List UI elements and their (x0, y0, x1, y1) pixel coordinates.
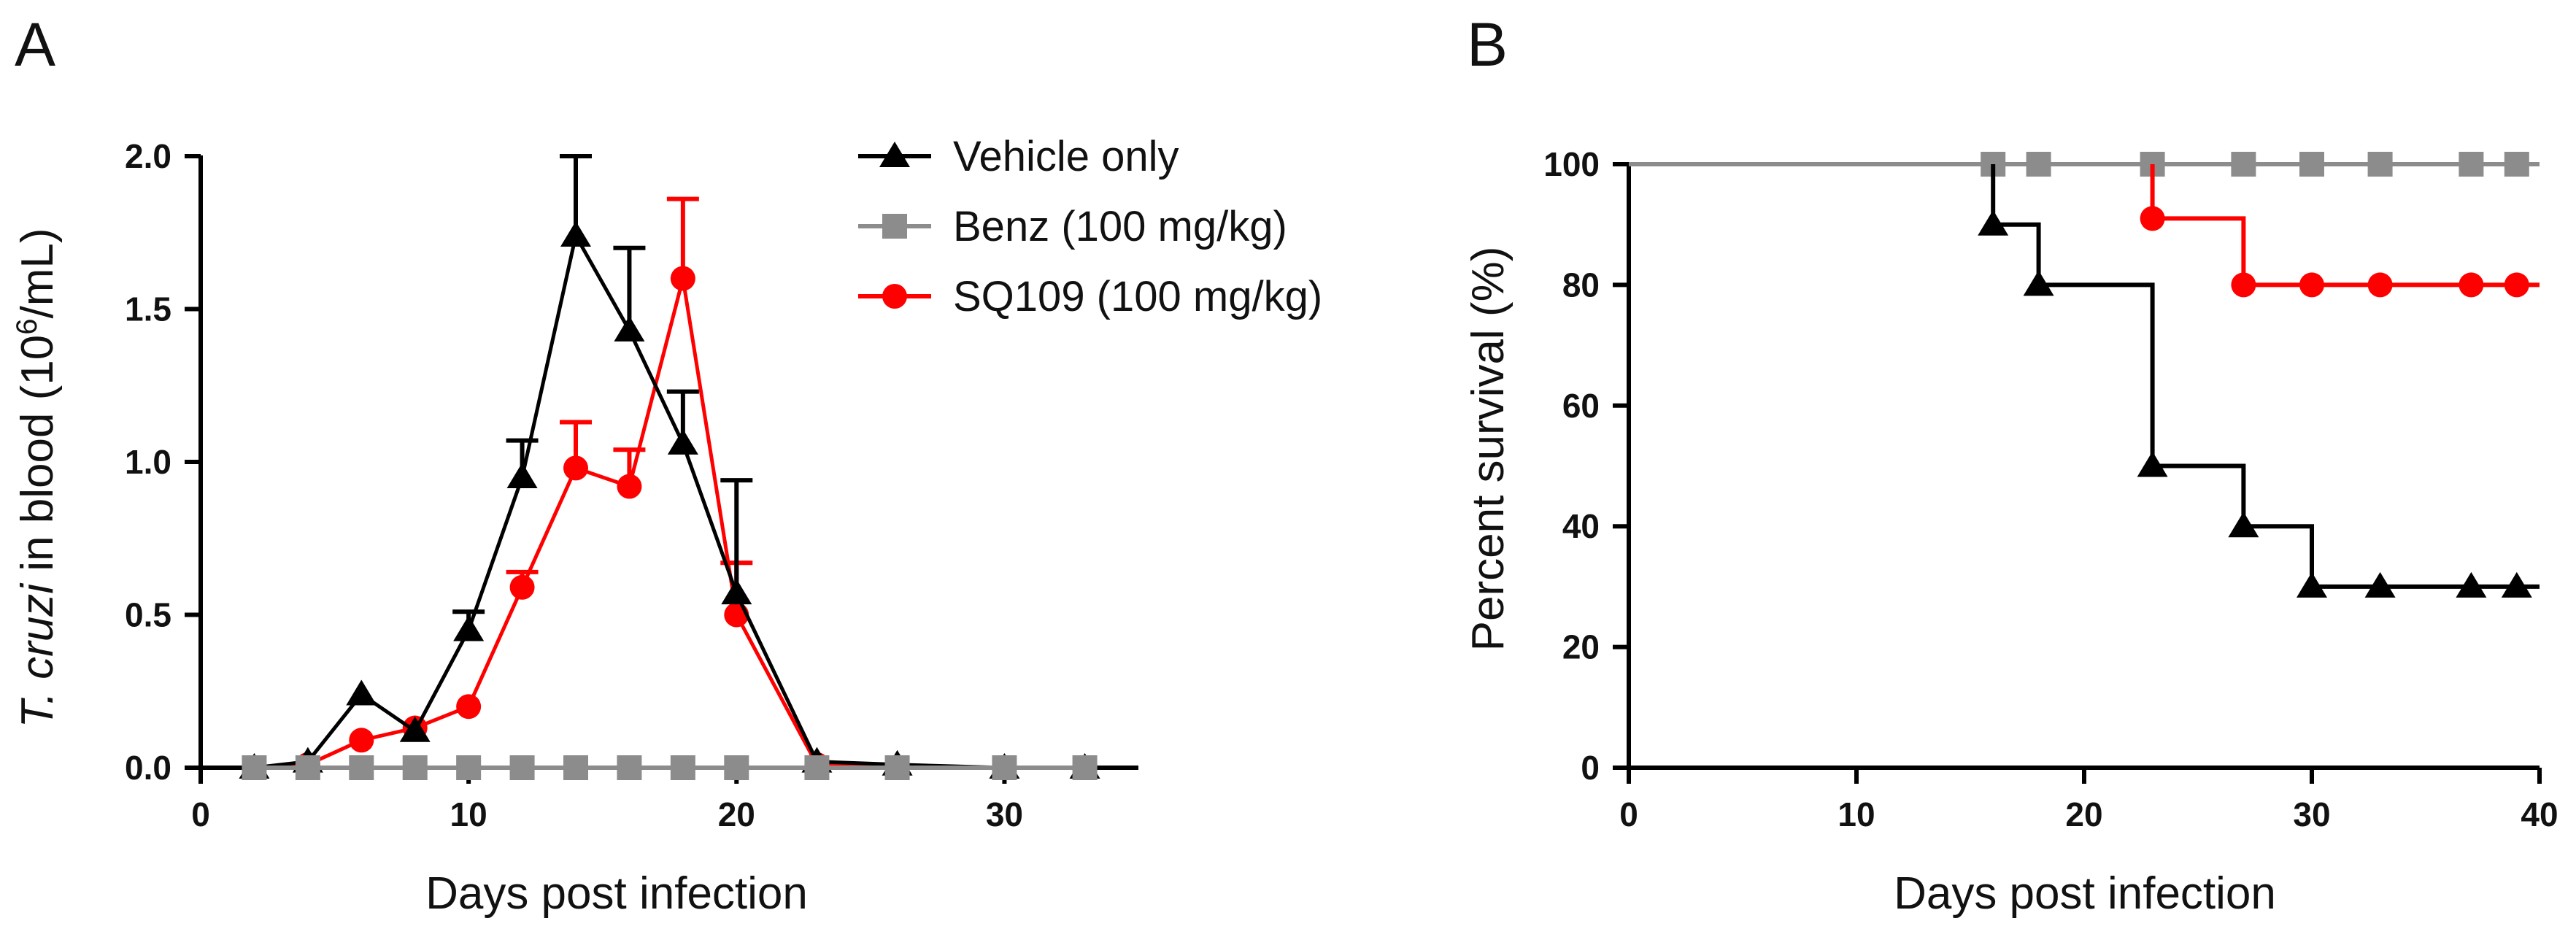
panel-a-benz-point (670, 755, 695, 780)
panel-a-vehicle-point (721, 579, 752, 605)
panel-b-sq109-censor-mark (2140, 206, 2165, 231)
panel-a-y-tick-label: 2.0 (125, 137, 171, 175)
panel-b-sq109-step-line (2150, 164, 2540, 288)
panel-a-y-label-tail: /mL) (12, 228, 63, 318)
panel-a-y-label-italic: T. cruzi (12, 582, 63, 728)
panel-b-x-tick-label: 20 (2065, 795, 2102, 833)
panel-a-benz-point (242, 755, 267, 780)
panel-a-sq109-point (456, 694, 482, 720)
panel-b-vehicle-censor-mark (2297, 571, 2327, 598)
panel-b-x-axis-label: Days post infection (1894, 868, 2276, 919)
panel-b-vehicle-censor-mark (2023, 270, 2054, 296)
panel-a-benz-point (509, 755, 535, 780)
panel-a-sq109-point (617, 474, 642, 499)
panel-b-vehicle-censor-mark (2137, 451, 2168, 477)
panel-a-y-tick-label: 1.5 (125, 290, 171, 328)
panel-b-label: B (1467, 10, 1508, 79)
panel-a-vehicle-point (614, 315, 645, 342)
panel-b-benz-censor-mark (2231, 152, 2256, 177)
panel-a-vehicle-point (560, 220, 591, 247)
panel-a-x-tick-label: 10 (450, 795, 487, 833)
panel-a-vehicle-point (506, 462, 538, 488)
panel-a-benz-point (884, 755, 910, 780)
panel-b-x-tick-label: 30 (2293, 795, 2330, 833)
panel-b-y-tick-label: 0 (1581, 749, 1600, 787)
panel-a-benz-point (295, 755, 320, 780)
panel-a-benz-point (992, 755, 1017, 780)
panel-b-y-tick-label: 100 (1543, 145, 1600, 183)
panel-a-y-axis-label: T. cruzi in blood (106/mL) (11, 228, 63, 728)
panel-a-legend: Vehicle only Benz (100 mg/kg) SQ109 (100 m… (858, 133, 1322, 320)
panel-a-benz-point (563, 755, 588, 780)
panel-a-sq109-point (563, 455, 588, 481)
panel-a-benz-point (617, 755, 642, 780)
panel-b-sq109-censor-mark (2459, 272, 2484, 298)
panel-a-sq109-point (349, 728, 374, 753)
panel-b-sq109-censor-mark (2231, 272, 2256, 298)
panel-b-y-tick-label: 80 (1562, 266, 1600, 304)
legend-vehicle-label: Vehicle only (953, 133, 1179, 180)
panel-b-sq109-censor-mark (2367, 272, 2393, 298)
panel-a-y-tick-label: 0.0 (125, 749, 171, 787)
panel-b-benz-censor-mark (2504, 152, 2529, 177)
panel-a-benz-point (456, 755, 482, 780)
legend-benz-marker (882, 214, 907, 239)
panel-b-vehicle-censor-mark (2228, 512, 2259, 538)
panel-b-benz-censor-mark (2367, 152, 2393, 177)
legend-vehicle-marker (879, 142, 910, 167)
panel-b-benz-censor-mark (2299, 152, 2324, 177)
panel-b-y-tick-label: 40 (1562, 507, 1600, 545)
panel-a-sq109-line (254, 277, 1085, 770)
panel-b-chart: B 0 20 40 60 80 100 0 10 20 30 40 Days post infect… (1463, 10, 2558, 919)
panel-a-benz-point (402, 755, 428, 780)
panel-b-y-tick-label: 60 (1562, 387, 1600, 425)
panel-a-x-tick-label: 30 (986, 795, 1023, 833)
panel-b-vehicle-censor-mark (2364, 571, 2396, 598)
legend-sq109-label: SQ109 (100 mg/kg) (953, 273, 1322, 320)
panel-a-y-label-text: in blood (10 (12, 335, 63, 584)
panel-b-sq109-censor-mark (2299, 272, 2324, 298)
panel-b-benz-censor-mark (2459, 152, 2484, 177)
panel-a-x-tick-label: 0 (191, 795, 210, 833)
panel-b-x-tick-label: 10 (1837, 795, 1875, 833)
panel-a-y-tick-label: 0.5 (125, 596, 171, 634)
panel-a-chart: A 0.0 0.5 1.0 1.5 2.0 0 10 20 30 Days post infec… (11, 10, 1322, 919)
panel-b-vehicle-censor-mark (2456, 571, 2487, 598)
panel-a-vehicle-point (453, 615, 485, 641)
panel-a-vehicle-point (399, 716, 431, 742)
panel-a-y-label-sup: 6 (11, 318, 43, 334)
panel-a-sq109-point (509, 574, 535, 600)
panel-a-vehicle-point (667, 428, 698, 455)
panel-b-y-axis-label: Percent survival (%) (1463, 247, 1513, 652)
panel-b-x-tick-label: 40 (2521, 795, 2558, 833)
legend-benz-label: Benz (100 mg/kg) (953, 203, 1287, 250)
panel-b-vehicle-censor-mark (1978, 209, 2009, 236)
panel-a-benz-point (1072, 755, 1098, 780)
panel-b-benz-censor-mark (2026, 152, 2051, 177)
panel-a-label: A (15, 10, 55, 79)
panel-b-sq109-censor-mark (2504, 272, 2529, 298)
panel-a-vehicle-point (346, 679, 377, 706)
panel-b-vehicle-censor-mark (2501, 571, 2532, 598)
panel-a-benz-point (724, 755, 749, 780)
panel-b-axes: 0 20 40 60 80 100 0 10 20 30 40 (1543, 145, 2558, 833)
panel-b-series (1629, 152, 2540, 598)
panel-b-x-tick-label: 0 (1619, 795, 1638, 833)
panel-a-benz-point (349, 755, 374, 780)
panel-a-series (239, 154, 1100, 780)
legend-sq109-marker (882, 284, 907, 309)
panel-b-y-tick-label: 20 (1562, 628, 1600, 666)
panel-a-sq109-point (670, 266, 695, 291)
panel-a-y-tick-label: 1.0 (125, 443, 171, 481)
panel-a-x-tick-label: 20 (718, 795, 755, 833)
panel-a-benz-point (804, 755, 830, 780)
panel-b-vehicle-step-line (1991, 164, 2540, 589)
panel-a-x-axis-label: Days post infection (425, 868, 808, 919)
